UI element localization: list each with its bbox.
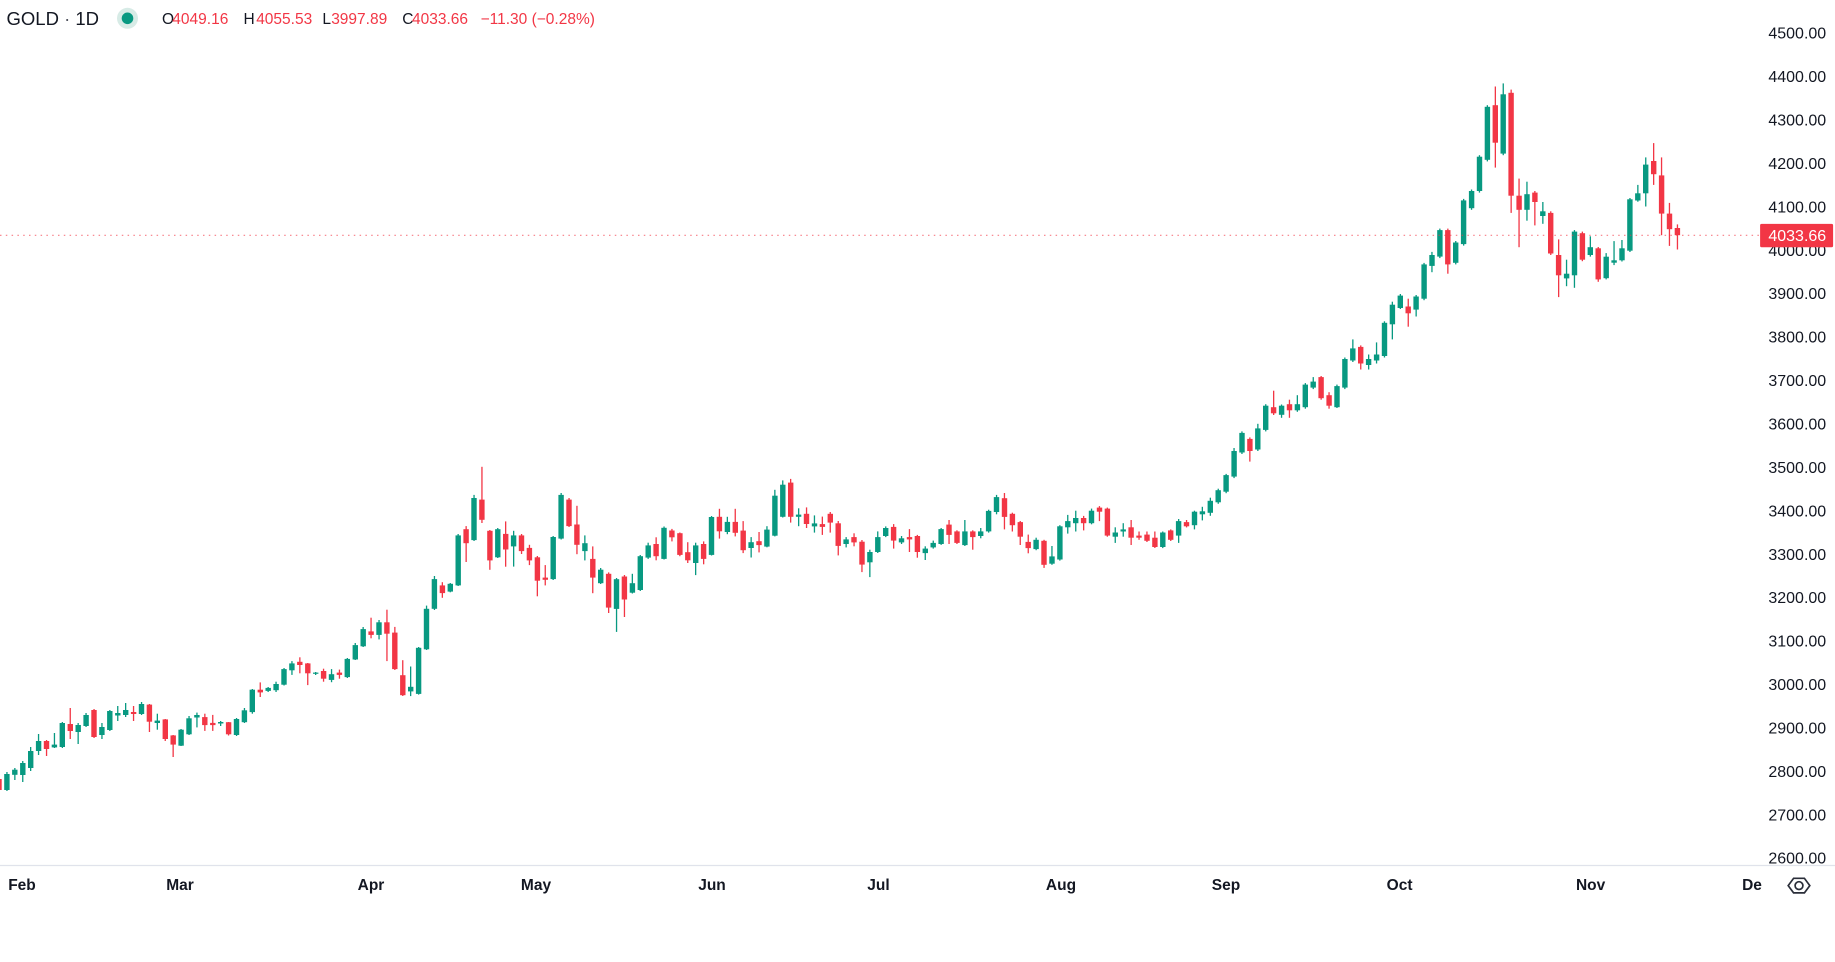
svg-text:Jun: Jun [698, 877, 726, 894]
svg-text:2900.00: 2900.00 [1768, 720, 1826, 737]
svg-text:Nov: Nov [1576, 877, 1606, 894]
svg-text:4033.66: 4033.66 [1768, 228, 1826, 245]
svg-text:De: De [1742, 877, 1762, 894]
svg-text:O: O [162, 11, 174, 28]
svg-text:3500.00: 3500.00 [1768, 460, 1826, 477]
svg-text:3800.00: 3800.00 [1768, 330, 1826, 347]
svg-text:3700.00: 3700.00 [1768, 373, 1826, 390]
svg-text:May: May [521, 877, 552, 894]
svg-text:3997.89: 3997.89 [331, 11, 387, 28]
svg-text:L: L [322, 11, 331, 28]
svg-text:3200.00: 3200.00 [1768, 590, 1826, 607]
svg-text:C: C [402, 11, 413, 28]
svg-text:4400.00: 4400.00 [1768, 69, 1826, 86]
svg-text:4500.00: 4500.00 [1768, 26, 1826, 43]
svg-text:3000.00: 3000.00 [1768, 677, 1826, 694]
svg-text:3900.00: 3900.00 [1768, 286, 1826, 303]
svg-text:Feb: Feb [8, 877, 36, 894]
svg-text:4200.00: 4200.00 [1768, 156, 1826, 173]
svg-text:Oct: Oct [1387, 877, 1413, 894]
svg-text:Aug: Aug [1046, 877, 1076, 894]
svg-text:Mar: Mar [166, 877, 194, 894]
svg-text:2800.00: 2800.00 [1768, 764, 1826, 781]
svg-text:3400.00: 3400.00 [1768, 503, 1826, 520]
svg-text:2600.00: 2600.00 [1768, 851, 1826, 868]
svg-text:−11.30 (−0.28%): −11.30 (−0.28%) [481, 11, 595, 28]
svg-text:4100.00: 4100.00 [1768, 199, 1826, 216]
svg-text:Sep: Sep [1212, 877, 1240, 894]
svg-text:GOLD · 1D: GOLD · 1D [7, 8, 100, 29]
svg-text:4055.53: 4055.53 [256, 11, 312, 28]
svg-text:3300.00: 3300.00 [1768, 547, 1826, 564]
svg-text:2700.00: 2700.00 [1768, 807, 1826, 824]
svg-text:4033.66: 4033.66 [412, 11, 468, 28]
svg-text:3600.00: 3600.00 [1768, 417, 1826, 434]
svg-text:4300.00: 4300.00 [1768, 113, 1826, 130]
svg-text:Apr: Apr [358, 877, 385, 894]
svg-text:Jul: Jul [867, 877, 889, 894]
svg-text:4049.16: 4049.16 [172, 11, 228, 28]
svg-text:3100.00: 3100.00 [1768, 634, 1826, 651]
svg-text:H: H [244, 11, 255, 28]
